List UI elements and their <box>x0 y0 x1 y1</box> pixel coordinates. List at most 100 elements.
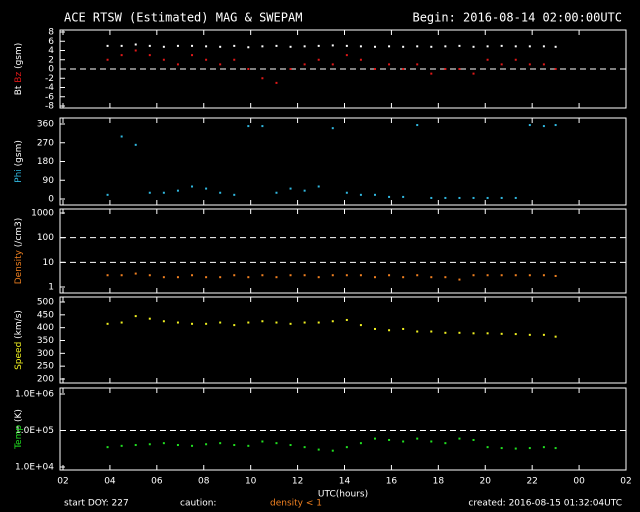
point <box>303 63 306 66</box>
point <box>359 45 362 48</box>
point <box>219 45 222 48</box>
point <box>359 58 362 61</box>
point <box>373 193 376 196</box>
point <box>402 195 405 198</box>
y-tick-label: 1000 <box>31 209 54 219</box>
point <box>528 274 531 277</box>
y-tick-label: 10 <box>43 258 55 268</box>
point <box>528 63 531 66</box>
point <box>500 63 503 66</box>
point <box>430 440 433 443</box>
point <box>219 276 222 279</box>
point <box>247 46 250 49</box>
point <box>317 44 320 47</box>
point <box>500 196 503 199</box>
x-tick-label: 18 <box>433 477 445 487</box>
point <box>106 44 109 47</box>
point <box>120 321 123 324</box>
legend-entry: Density <box>14 249 24 284</box>
point <box>303 45 306 48</box>
y-axis-label-group: Temp (K) <box>14 409 24 450</box>
point <box>430 72 433 75</box>
legend-entry: Bt <box>14 85 24 95</box>
density-note: density < 1 <box>270 499 322 509</box>
point <box>134 272 137 275</box>
point <box>289 322 292 325</box>
point <box>106 193 109 196</box>
y-tick-label: 8 <box>48 28 54 38</box>
point <box>359 274 362 277</box>
point <box>373 68 376 70</box>
point <box>120 274 123 277</box>
y-axis-label: Temp (K) <box>14 409 24 450</box>
point <box>148 443 151 446</box>
point <box>205 45 208 48</box>
point <box>317 276 320 279</box>
point <box>528 45 531 48</box>
point <box>176 276 179 279</box>
point <box>261 320 264 323</box>
point <box>148 191 151 194</box>
y-unit: (/cm3) <box>14 218 24 248</box>
y-unit: (gsm) <box>14 43 24 69</box>
x-tick-label: 14 <box>339 477 351 487</box>
point <box>416 330 419 333</box>
point <box>219 442 222 445</box>
x-tick-label: 06 <box>151 477 163 487</box>
point <box>233 324 236 327</box>
point <box>162 58 165 61</box>
point <box>162 442 165 445</box>
point <box>486 45 489 48</box>
point <box>289 45 292 48</box>
y-tick-label: 0 <box>48 65 54 75</box>
y-tick-label: 0 <box>48 195 54 205</box>
point <box>106 58 109 61</box>
point <box>554 335 557 338</box>
point <box>275 442 278 445</box>
point <box>554 68 557 70</box>
point <box>205 187 208 190</box>
point <box>247 68 250 70</box>
point <box>388 195 391 198</box>
point <box>331 127 334 130</box>
point <box>162 320 165 323</box>
panel-frame <box>59 208 627 294</box>
point <box>148 317 151 320</box>
point <box>554 274 557 277</box>
point <box>542 333 545 336</box>
point <box>275 44 278 47</box>
point <box>120 135 123 138</box>
point <box>205 58 208 61</box>
y-unit: (km/s) <box>14 310 24 339</box>
point <box>514 333 517 336</box>
y-tick-label: 200 <box>37 375 54 385</box>
point <box>176 189 179 192</box>
point <box>458 331 461 334</box>
point <box>514 58 517 61</box>
point <box>486 274 489 277</box>
point <box>191 444 194 447</box>
point <box>554 447 557 450</box>
point <box>444 68 447 70</box>
point <box>554 124 557 127</box>
point <box>331 44 334 47</box>
point <box>317 448 320 451</box>
point <box>134 43 137 46</box>
point <box>317 321 320 324</box>
point <box>528 447 531 450</box>
point <box>162 191 165 194</box>
point <box>205 322 208 325</box>
point <box>162 276 165 279</box>
point <box>388 45 391 48</box>
point <box>106 274 109 277</box>
point <box>303 189 306 192</box>
point <box>402 440 405 443</box>
point <box>289 68 292 70</box>
point <box>388 63 391 66</box>
point <box>528 333 531 336</box>
y-tick-label: 270 <box>37 138 54 148</box>
point <box>359 193 362 196</box>
y-tick-label: 1.0E+04 <box>15 463 54 473</box>
y-tick-label: -2 <box>45 74 54 84</box>
